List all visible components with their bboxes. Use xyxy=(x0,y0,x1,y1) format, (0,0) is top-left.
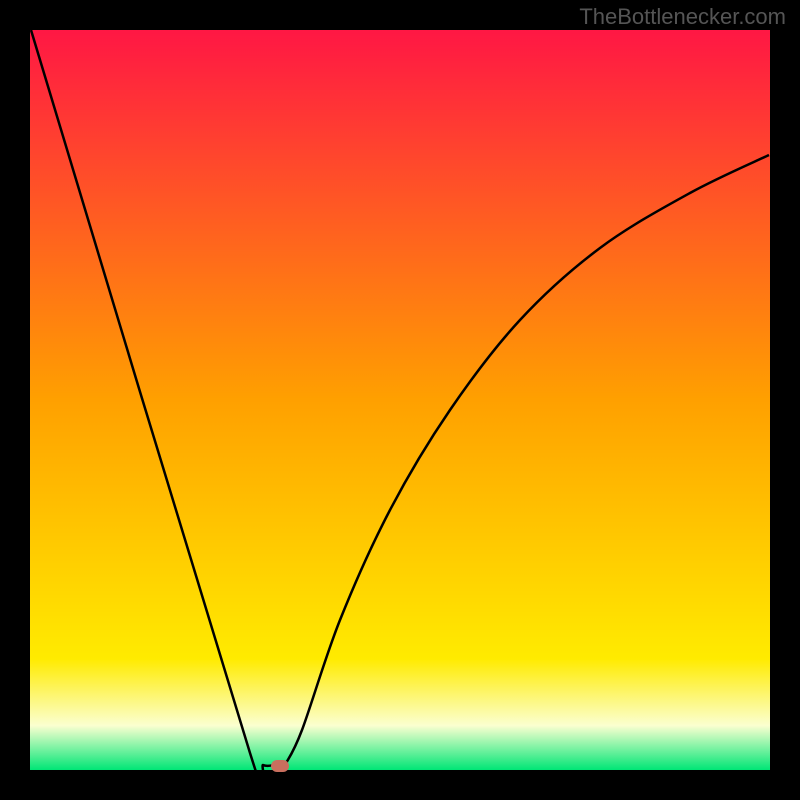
gradient-plot-area xyxy=(30,30,770,770)
optimum-marker xyxy=(271,760,289,772)
chart-container: TheBottlenecker.com xyxy=(0,0,800,800)
watermark-text: TheBottlenecker.com xyxy=(579,4,786,30)
